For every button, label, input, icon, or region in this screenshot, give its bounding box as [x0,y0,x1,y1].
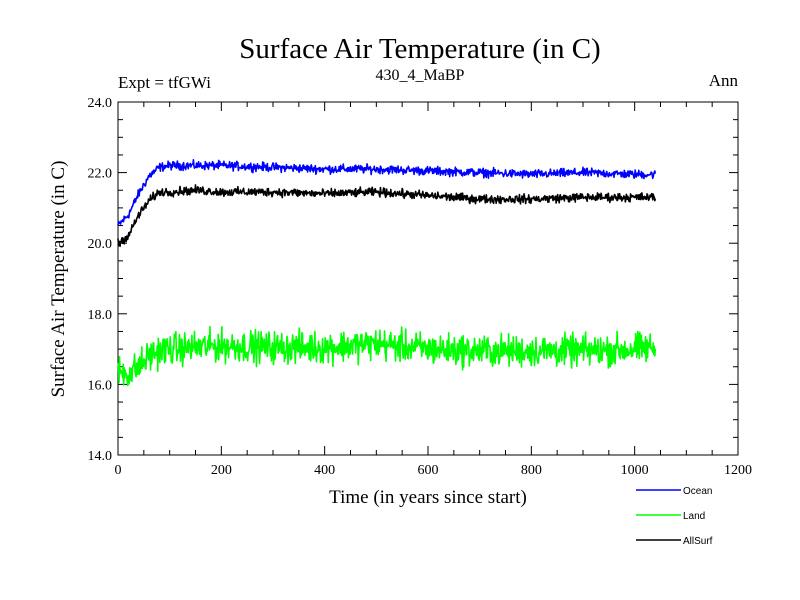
legend-label-ocean: Ocean [683,486,712,497]
y-tick-label: 14.0 [88,449,113,464]
x-tick-label: 600 [418,463,439,478]
y-axis-label: Surface Air Temperature (in C) [48,161,69,398]
y-tick-label: 16.0 [88,378,113,393]
legend-label-allsurf: AllSurf [683,536,713,547]
series-line-ocean [117,159,657,226]
x-tick-label: 800 [521,463,542,478]
x-tick-label: 1200 [724,463,752,478]
x-axis-label: Time (in years since start) [329,487,527,508]
experiment-label: Expt = tfGWi [118,73,211,92]
x-tick-label: 400 [314,463,335,478]
y-tick-label: 20.0 [88,237,113,252]
x-tick-label: 200 [211,463,232,478]
chart-subtitle: 430_4_MaBP [376,67,465,84]
legend-label-land: Land [683,511,705,522]
plot-frame [117,101,739,456]
plot-area: 0 200 400 600 800 1000 1200 14.0 16.0 18.0 20.0 22.… [88,96,753,478]
y-tick-label: 22.0 [88,167,113,182]
series-line-land [117,325,657,387]
y-tick-label: 24.0 [88,96,113,111]
chart-title: Surface Air Temperature (in C) [239,33,600,65]
x-tick-label: 1000 [621,463,649,478]
season-label: Ann [709,71,739,90]
legend: Ocean Land AllSurf [636,486,713,547]
series-line-allsurf [117,184,657,248]
x-tick-label: 0 [115,463,122,478]
y-tick-label: 18.0 [88,308,113,323]
